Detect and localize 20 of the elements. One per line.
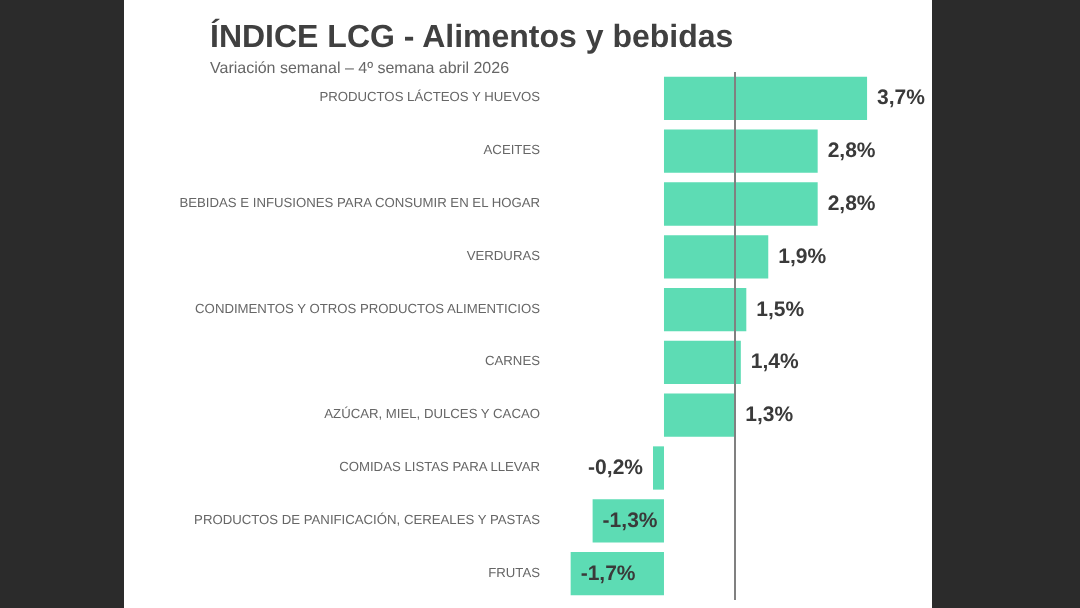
data-label: 1,3% <box>745 403 795 428</box>
data-label: -1,3% <box>602 508 659 533</box>
chart-title: ÍNDICE LCG - Alimentos y bebidas <box>210 17 734 55</box>
data-label: 1,4% <box>750 350 801 375</box>
bar <box>653 446 664 490</box>
data-label: 1,9% <box>778 244 828 269</box>
data-label: 2,8% <box>827 139 877 164</box>
data-label: 3,7% <box>877 86 927 111</box>
bar <box>663 393 736 437</box>
data-label: -0,2% <box>588 456 645 480</box>
bar <box>663 76 868 121</box>
data-label: 2,8% <box>827 192 877 216</box>
bar <box>663 287 747 332</box>
bar <box>663 182 818 226</box>
bar <box>663 340 741 385</box>
bar <box>663 129 818 173</box>
data-label: 1,5% <box>756 297 806 322</box>
text: Variación semanal – 4º semana abril 2026 <box>210 59 511 77</box>
data-label: -1,7% <box>580 561 637 586</box>
bar <box>663 235 769 279</box>
